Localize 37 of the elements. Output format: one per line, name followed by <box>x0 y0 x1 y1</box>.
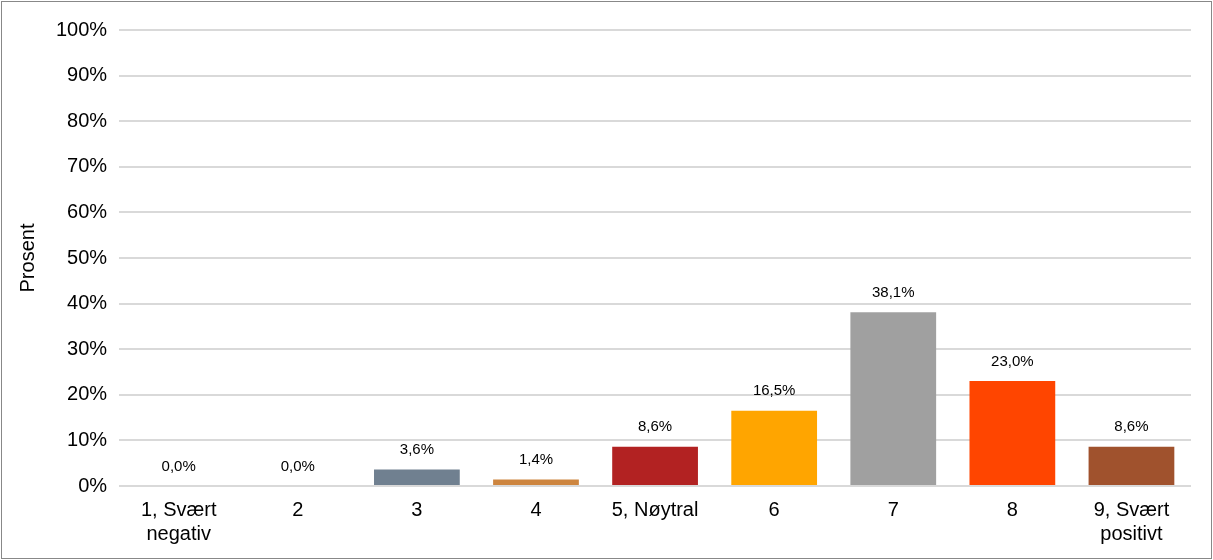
data-label: 0,0% <box>161 456 196 474</box>
y-tick-label: 20% <box>67 382 108 405</box>
data-label: 1,4% <box>518 450 554 468</box>
y-tick-label: 10% <box>67 427 108 450</box>
y-tick-label: 100% <box>56 17 108 40</box>
y-tick-label: 50% <box>67 245 108 268</box>
y-tick-label: 0% <box>78 473 108 496</box>
data-label: 8,6% <box>1114 417 1149 435</box>
data-label: 38,1% <box>871 282 915 300</box>
bar <box>1088 446 1175 485</box>
x-tick-label: 5, Nøytral <box>611 497 699 520</box>
x-tick-label: 8 <box>1006 497 1018 520</box>
bar <box>374 469 460 485</box>
data-label: 3,6% <box>399 440 434 458</box>
y-tick-label: 40% <box>67 291 108 314</box>
y-tick-label: 90% <box>67 63 108 86</box>
x-tick-label: 9, Svært positivt <box>1093 497 1170 544</box>
bar <box>969 381 1056 485</box>
data-label: 8,6% <box>637 417 673 435</box>
y-tick-label: 70% <box>67 154 108 177</box>
bar <box>731 410 818 485</box>
x-tick-label: 3 <box>411 497 423 520</box>
data-label: 0,0% <box>280 456 315 474</box>
x-tick-label: 2 <box>292 497 304 520</box>
y-tick-label: 60% <box>67 199 108 222</box>
x-tick-label: 1, Svært negativ <box>140 497 217 544</box>
bar <box>493 479 579 485</box>
data-label: 16,5% <box>752 381 796 399</box>
bar <box>612 446 698 485</box>
y-tick-label: 80% <box>67 108 108 131</box>
x-tick-label: 7 <box>887 497 899 520</box>
data-label: 23,0% <box>991 351 1034 369</box>
y-tick-label: 30% <box>67 336 108 359</box>
x-tick-label: 4 <box>530 497 542 520</box>
bar <box>850 312 937 485</box>
x-tick-label: 6 <box>768 497 780 520</box>
y-axis-title: Prosent <box>15 223 38 293</box>
